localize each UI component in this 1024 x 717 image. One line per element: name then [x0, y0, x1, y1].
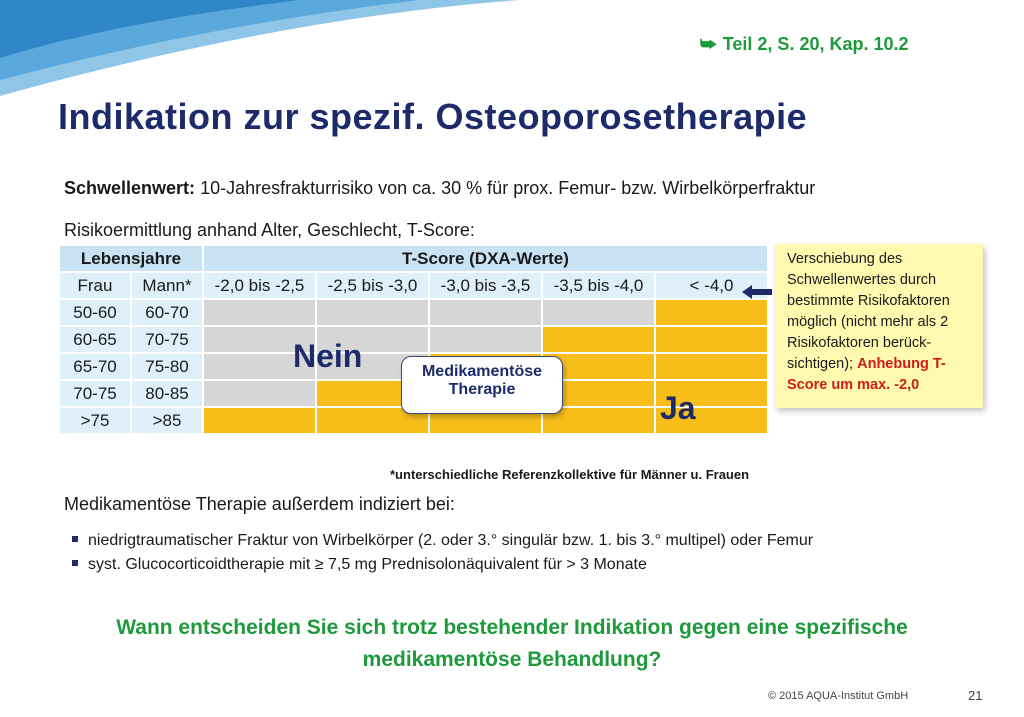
threshold-shift-text: Verschiebung des Schwellenwertes durch b… [787, 251, 950, 372]
age-mann-cell: 60-70 [130, 298, 204, 327]
list-item: niedrigtraumatischer Fraktur von Wirbelk… [72, 532, 813, 556]
therapy-no-cell [202, 352, 317, 381]
table-row: 60-65 70-75 [58, 325, 769, 354]
arrow-return-icon: ⮩ [700, 34, 717, 54]
risk-determination-line: Risikoermittlung anhand Alter, Geschlech… [64, 220, 475, 240]
nein-label: Nein [293, 338, 363, 374]
therapy-no-cell [428, 325, 543, 354]
threshold-line: Schwellenwert: 10-Jahresfrakturrisiko vo… [64, 178, 815, 199]
threshold-text: 10-Jahresfrakturrisiko von ca. 30 % für … [200, 178, 816, 198]
tscore-header: T-Score (DXA-Werte) [202, 244, 769, 273]
therapy-yes-cell [541, 325, 656, 354]
therapy-no-cell [541, 298, 656, 327]
left-arrow-icon [742, 285, 772, 299]
age-frau-cell: 70-75 [58, 379, 132, 408]
page-number: 21 [968, 688, 983, 703]
discussion-question: Wann entscheiden Sie sich trotz bestehen… [40, 612, 984, 676]
question-line-2: medikamentöse Behandlung? [362, 648, 662, 671]
additional-indication-list: niedrigtraumatischer Fraktur von Wirbelk… [72, 532, 813, 580]
age-mann-cell: 80-85 [130, 379, 204, 408]
table-footnote: *unterschiedliche Referenzkollektive für… [390, 467, 750, 482]
therapy-no-cell [202, 325, 317, 354]
copyright-footer: © 2015 AQUA-Institut GmbH [768, 690, 909, 702]
therapy-yes-cell [654, 406, 769, 435]
additional-indication-heading: Medikamentöse Therapie außerdem indizier… [64, 494, 455, 514]
col-header-tscore: -3,0 bis -3,5 [428, 271, 543, 300]
therapy-callout-box: Medikamentöse Therapie [401, 356, 563, 414]
therapy-no-cell [202, 379, 317, 408]
therapy-yes-cell [654, 325, 769, 354]
therapy-callout-line2: Therapie [448, 381, 516, 398]
therapy-no-cell [315, 325, 430, 354]
table-row: 50-60 60-70 [58, 298, 769, 327]
therapy-yes-cell [654, 298, 769, 327]
age-frau-cell: 60-65 [58, 325, 132, 354]
header-wave-decoration [0, 0, 520, 96]
col-header-tscore: -3,5 bis -4,0 [541, 271, 656, 300]
list-item-text: niedrigtraumatischer Fraktur von Wirbelk… [88, 532, 814, 549]
age-frau-cell: >75 [58, 406, 132, 435]
age-mann-cell: 75-80 [130, 352, 204, 381]
age-frau-cell: 65-70 [58, 352, 132, 381]
chapter-reference: ⮩ Teil 2, S. 20, Kap. 10.2 [700, 34, 909, 55]
therapy-yes-cell [654, 379, 769, 408]
ja-label: Ja [660, 390, 696, 426]
therapy-no-cell [315, 298, 430, 327]
therapy-yes-cell [654, 352, 769, 381]
bullet-square-icon [72, 535, 78, 542]
col-header-mann: Mann* [130, 271, 204, 300]
threshold-shift-note: Verschiebung des Schwellenwertes durch b… [775, 244, 983, 408]
therapy-yes-cell [541, 406, 656, 435]
col-header-tscore: -2,5 bis -3,0 [315, 271, 430, 300]
threshold-label: Schwellenwert: [64, 178, 196, 198]
age-mann-cell: >85 [130, 406, 204, 435]
bullet-square-icon [72, 559, 78, 566]
slide-title: Indikation zur spezif. Osteoporosetherap… [58, 96, 808, 137]
question-line-1: Wann entscheiden Sie sich trotz bestehen… [116, 616, 908, 639]
col-header-tscore: -2,0 bis -2,5 [202, 271, 317, 300]
list-item: syst. Glucocorticoidtherapie mit ≥ 7,5 m… [72, 556, 813, 580]
list-item-text: syst. Glucocorticoidtherapie mit ≥ 7,5 m… [88, 556, 647, 573]
age-mann-cell: 70-75 [130, 325, 204, 354]
threshold-shift-highlight: Anhebung T-Score um max. -2,0 [787, 356, 946, 393]
therapy-no-cell [428, 298, 543, 327]
age-frau-cell: 50-60 [58, 298, 132, 327]
therapy-yes-cell [202, 406, 317, 435]
therapy-callout-line1: Medikamentöse [421, 363, 543, 380]
therapy-no-cell [202, 298, 317, 327]
chapter-reference-text: Teil 2, S. 20, Kap. 10.2 [722, 34, 909, 54]
col-header-frau: Frau [58, 271, 132, 300]
age-header: Lebensjahre [58, 244, 204, 273]
